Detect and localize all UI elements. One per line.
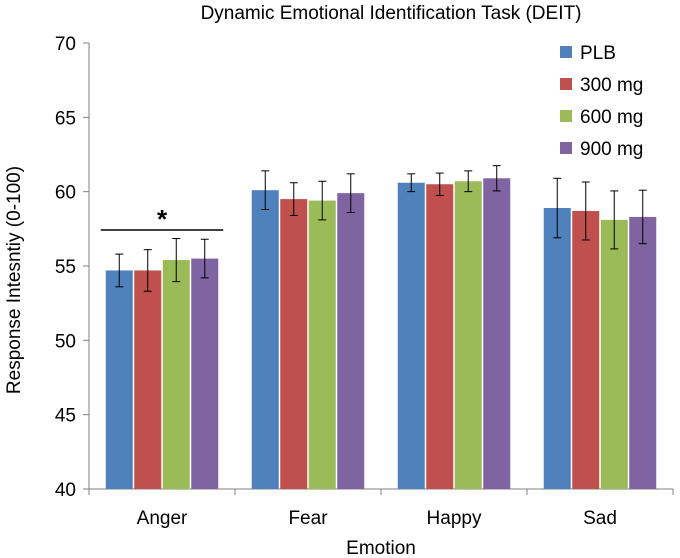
legend-label: 300 mg xyxy=(580,75,643,96)
y-axis-label: Response Intesntiy (0-100) xyxy=(4,166,25,394)
bar xyxy=(308,200,336,489)
x-axis-label: Emotion xyxy=(346,538,416,558)
legend: PLB 300 mg 600 mg 900 mg xyxy=(560,43,643,160)
bar xyxy=(134,270,162,489)
legend-swatch xyxy=(560,110,572,122)
y-tick-label: 60 xyxy=(55,183,76,204)
y-tick-label: 70 xyxy=(55,34,76,55)
bar xyxy=(162,260,190,489)
legend-swatch xyxy=(560,78,572,90)
bar xyxy=(251,190,279,489)
legend-label: PLB xyxy=(580,43,616,64)
bar xyxy=(572,210,600,489)
legend-label: 600 mg xyxy=(580,107,643,128)
plot-area: 40 45 50 55 60 65 70 Anger Fear Happy Sad * xyxy=(55,34,674,529)
bar xyxy=(543,208,571,489)
legend-swatch xyxy=(560,46,572,58)
bar xyxy=(397,182,425,489)
bar xyxy=(280,199,308,489)
x-tick-label: Happy xyxy=(427,508,482,529)
bar xyxy=(191,258,219,489)
y-tick-label: 45 xyxy=(55,406,76,427)
bar xyxy=(105,270,133,489)
y-tick-label: 55 xyxy=(55,257,76,278)
y-tick-label: 50 xyxy=(55,331,76,352)
bar xyxy=(454,181,482,489)
bar xyxy=(337,193,365,490)
x-tick-label: Fear xyxy=(288,508,328,529)
bar xyxy=(426,184,454,489)
legend-label: 900 mg xyxy=(580,139,643,160)
bar xyxy=(629,216,657,489)
y-tick-label: 40 xyxy=(55,480,76,501)
bar xyxy=(600,219,628,489)
y-tick-label: 65 xyxy=(55,108,76,129)
x-tick-label: Anger xyxy=(137,508,188,529)
significance-marker: * xyxy=(157,204,168,234)
legend-swatch xyxy=(560,142,572,154)
bar xyxy=(483,178,511,489)
x-tick-label: Sad xyxy=(583,508,617,529)
chart-title: Dynamic Emotional Identification Task (D… xyxy=(201,3,582,24)
